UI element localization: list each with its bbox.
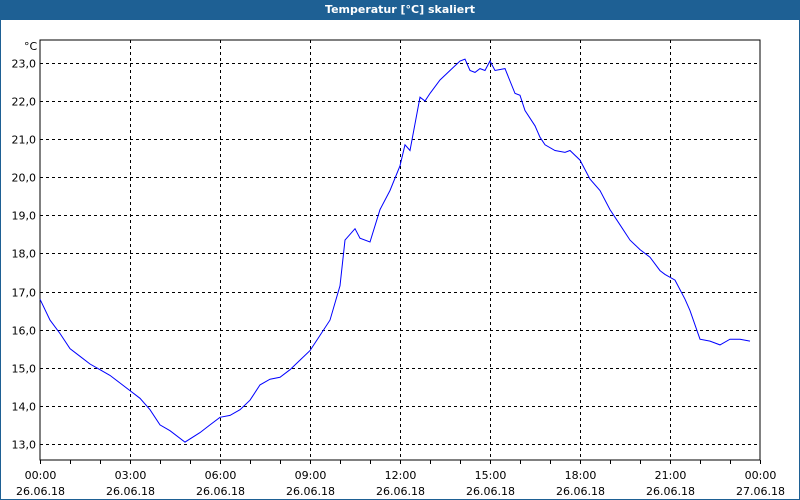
y-tick-label: 20,0 (12, 172, 37, 185)
plot-area (39, 39, 761, 461)
y-tick-label: 23,0 (12, 58, 37, 71)
grid (40, 40, 760, 460)
series-lines (39, 58, 751, 443)
axis-ticks: 13,0 14,0 15,0 16,0 17,0 18,0 19,0 20,0 21,0 22,0… (12, 58, 785, 499)
y-tick-label: 13,0 (12, 439, 37, 452)
x-tick-time: 09:00 (295, 469, 327, 482)
y-axis-unit: °C (24, 40, 38, 53)
x-tick-date: 26.06.18 (556, 485, 605, 498)
x-tick-time: 06:00 (205, 469, 237, 482)
x-tick-time: 00:00 (25, 469, 57, 482)
y-tick-label: 14,0 (12, 401, 37, 414)
y-tick-label: 21,0 (12, 134, 37, 147)
y-tick-label: 16,0 (12, 325, 37, 338)
x-tick-time: 18:00 (565, 469, 597, 482)
y-tick-label: 17,0 (12, 287, 37, 300)
x-tick-time: 15:00 (475, 469, 507, 482)
x-tick-date: 26.06.18 (106, 485, 155, 498)
x-tick-date: 26.06.18 (466, 485, 515, 498)
y-tick-label: 18,0 (12, 248, 37, 261)
x-tick-time: 21:00 (655, 469, 687, 482)
x-tick-date: 26.06.18 (286, 485, 335, 498)
x-tick-date: 26.06.18 (16, 485, 65, 498)
x-tick-date: 26.06.18 (376, 485, 425, 498)
x-tick-time: 03:00 (115, 469, 147, 482)
x-tick-time: 12:00 (385, 469, 417, 482)
window-title: Temperatur [°C] skaliert (0, 0, 800, 20)
x-tick-time: 00:00 (745, 469, 777, 482)
y-tick-label: 15,0 (12, 363, 37, 376)
x-tick-date: 26.06.18 (196, 485, 245, 498)
x-tick-date: 26.06.18 (646, 485, 695, 498)
x-tick-date: 27.06.18 (736, 485, 785, 498)
temperature-line (39, 58, 751, 443)
y-tick-label: 22,0 (12, 96, 37, 109)
y-tick-label: 19,0 (12, 210, 37, 223)
